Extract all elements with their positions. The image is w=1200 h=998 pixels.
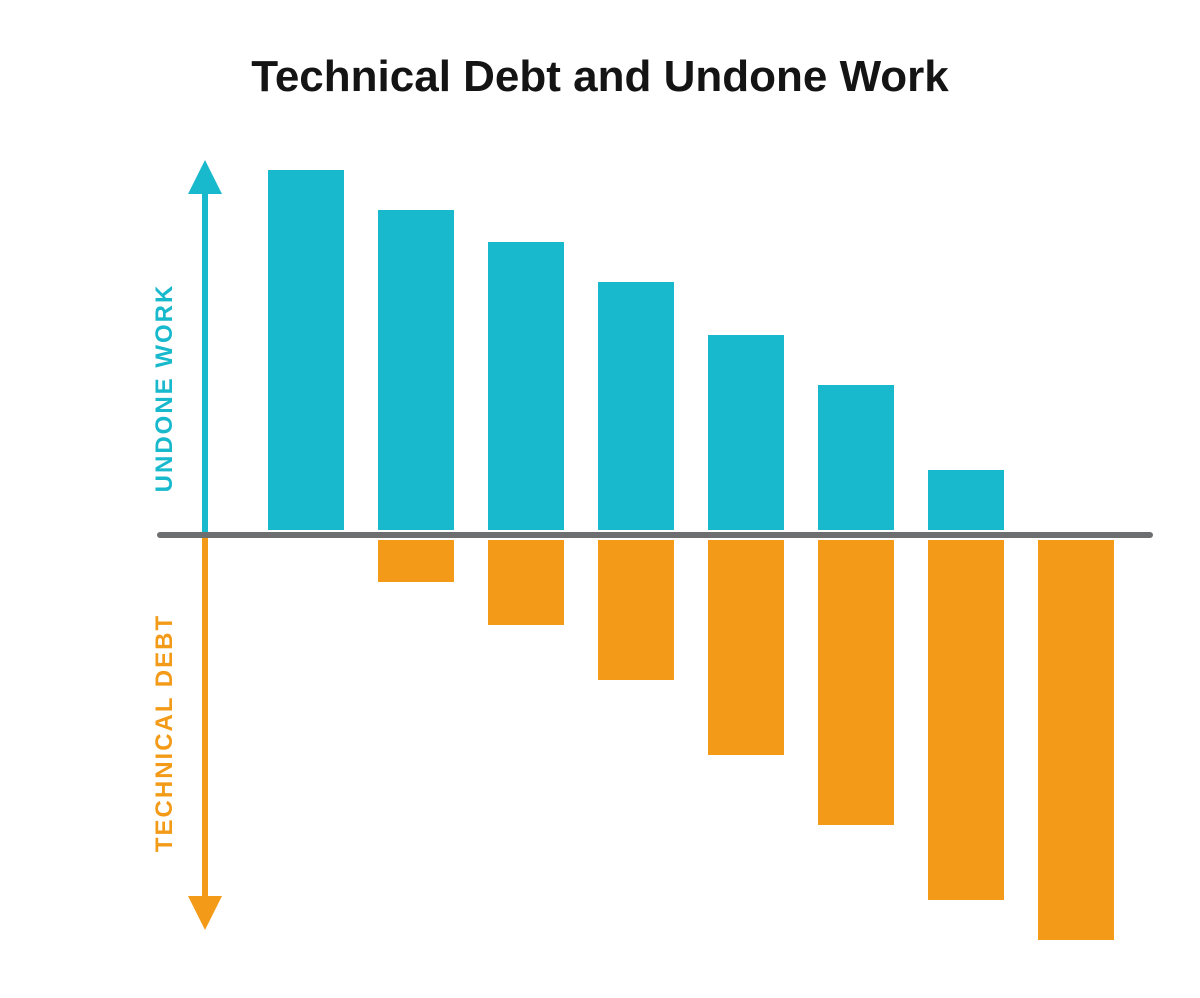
diverging-bar-chart [120, 140, 1160, 960]
axis-label-technical-debt: TECHNICAL DEBT [151, 613, 179, 851]
chart-container: Technical Debt and Undone Work UNDONE WO… [0, 0, 1200, 998]
axis-label-undone-work: UNDONE WORK [151, 283, 179, 492]
chart-title: Technical Debt and Undone Work [0, 52, 1200, 102]
